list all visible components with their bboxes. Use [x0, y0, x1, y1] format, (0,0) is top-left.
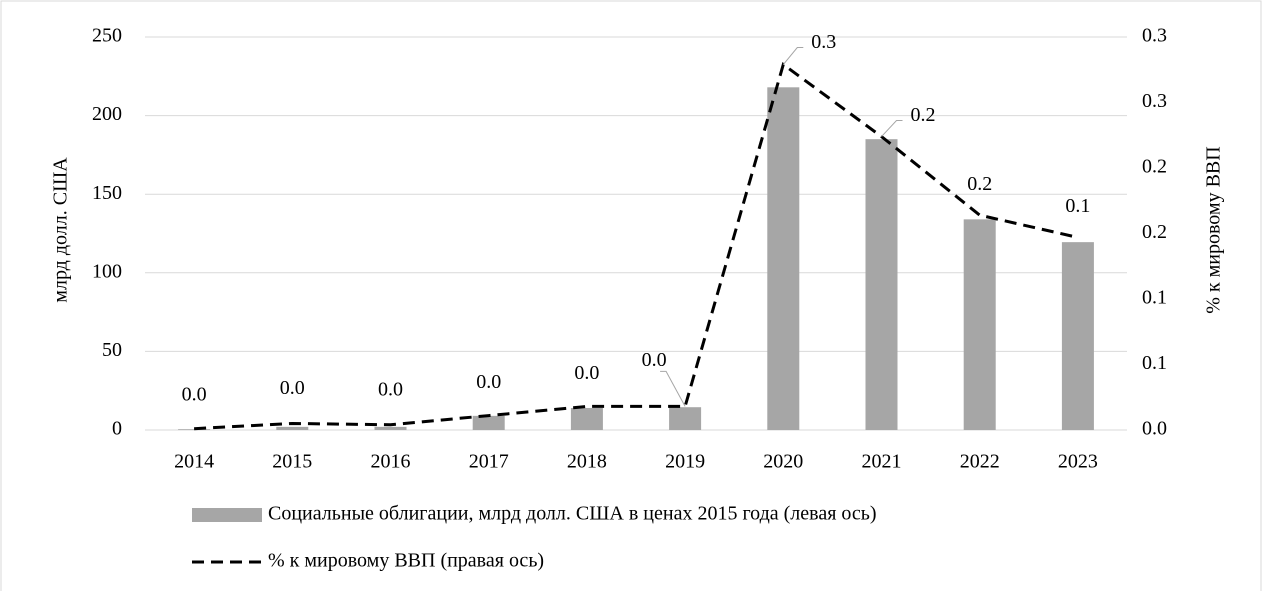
data-label: 0.0 [182, 383, 207, 405]
x-tick-label: 2014 [174, 451, 214, 473]
data-label: 0.2 [967, 173, 992, 195]
bar [865, 139, 898, 430]
x-tick-label: 2023 [1058, 451, 1098, 473]
x-tick-label: 2015 [272, 451, 312, 473]
y2-tick-label: 0.2 [1142, 156, 1167, 178]
data-label: 0.0 [378, 378, 403, 400]
x-tick-label: 2022 [960, 451, 1000, 473]
leader-line [660, 370, 686, 407]
x-tick-label: 2017 [469, 451, 509, 473]
x-tick-label: 2020 [763, 451, 803, 473]
bar [276, 426, 309, 430]
legend-label: % к мировому ВВП (правая ось) [268, 550, 544, 572]
y2-tick-label: 0.1 [1142, 287, 1167, 309]
y2-tick-label: 0.3 [1142, 25, 1167, 47]
bar [1061, 242, 1094, 430]
bar [963, 219, 996, 430]
y-axis-title: млрд долл. США [50, 157, 72, 303]
data-label: 0.0 [574, 362, 599, 384]
data-label: 0.0 [476, 371, 501, 393]
leader-line [782, 47, 804, 65]
x-tick-label: 2016 [371, 451, 411, 473]
y2-tick-label: 0.0 [1142, 418, 1167, 440]
y2-tick-label: 0.2 [1142, 221, 1167, 243]
y-tick-label: 0 [112, 418, 122, 440]
y2-tick-label: 0.1 [1142, 352, 1167, 374]
bar [767, 87, 800, 430]
bar [178, 429, 211, 430]
data-label: 0.2 [911, 104, 936, 126]
bar [570, 407, 603, 430]
data-label: 0.3 [811, 31, 836, 53]
x-tick-label: 2018 [567, 451, 607, 473]
data-label: 0.0 [642, 349, 667, 371]
y2-axis-title: % к мировому ВВП [1203, 146, 1225, 313]
data-label: 0.1 [1065, 195, 1090, 217]
y2-tick-label: 0.3 [1142, 90, 1167, 112]
line [194, 62, 1079, 431]
bar [472, 415, 505, 430]
legend-label: Социальные облигации, млрд долл. США в ц… [268, 503, 877, 525]
bar [374, 426, 407, 430]
x-tick-label: 2019 [665, 451, 705, 473]
leader-line [881, 120, 903, 137]
y-tick-label: 50 [102, 339, 122, 361]
legend-swatch [192, 508, 262, 522]
y-tick-label: 250 [92, 25, 122, 47]
y-tick-label: 100 [92, 260, 122, 282]
y-tick-label: 150 [92, 182, 122, 204]
x-tick-label: 2021 [862, 451, 902, 473]
y-tick-label: 200 [92, 103, 122, 125]
bar [669, 407, 702, 430]
data-label: 0.0 [280, 377, 305, 399]
